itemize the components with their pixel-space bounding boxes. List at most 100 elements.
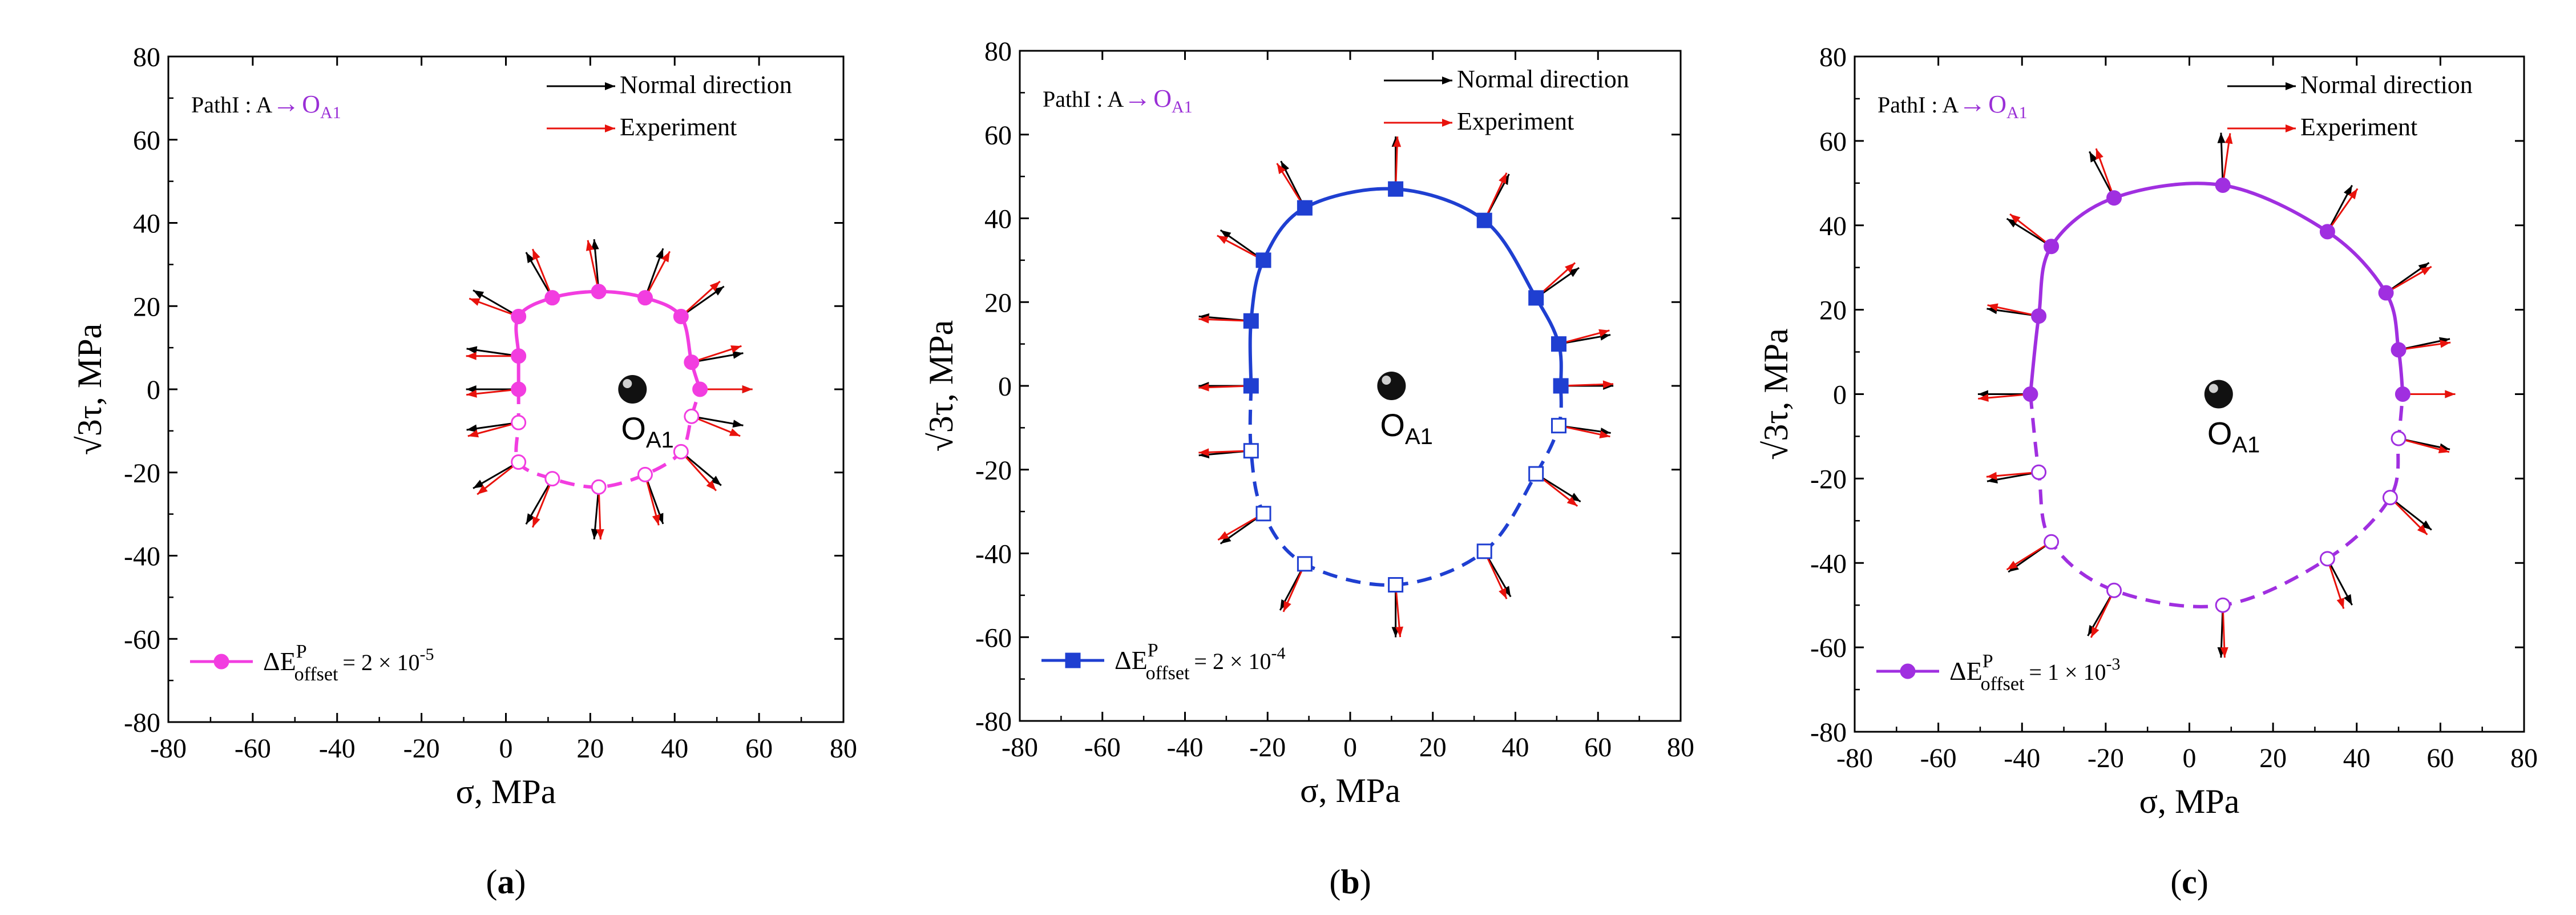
experiment-arrow (2006, 541, 2052, 571)
normal-arrow-head (710, 475, 721, 486)
y-tick-label: -40 (1810, 549, 1847, 579)
normal-arrow-head (1220, 534, 1232, 544)
experiment-arrow (1987, 303, 2039, 317)
legend-sub: offset (294, 664, 338, 685)
y-tick-label: -60 (1810, 633, 1847, 663)
data-point-open (1528, 466, 1544, 482)
x-tick-label: 0 (1343, 732, 1357, 763)
data-point-solid (1297, 200, 1313, 216)
data-point-open (2031, 464, 2047, 480)
experiment-arrow-head (706, 480, 716, 491)
experiment-arrow-head (1217, 235, 1228, 244)
center-label-main: O (1380, 407, 1405, 443)
legend-sub: offset (1981, 674, 2025, 695)
normal-arrow-head (526, 252, 535, 264)
y-axis-label: √3τ, MPa (71, 324, 108, 455)
legend-exponent: -4 (1271, 644, 1286, 663)
data-point-open (673, 444, 689, 459)
normal-arrow-head (2421, 520, 2432, 530)
normal-arrow-head (473, 479, 484, 489)
path-arrow: → (1124, 83, 1151, 113)
center-label-main: O (621, 410, 646, 446)
legend-marker (213, 654, 229, 670)
yield-surface-lower (514, 389, 702, 489)
experiment-arrow (2090, 590, 2115, 638)
experiment-arrow-head (467, 429, 479, 438)
path-annotation: PathI : A→OA1 (1043, 83, 1193, 116)
experiment-arrow-head (466, 389, 477, 398)
experiment-arrow-head (1564, 263, 1576, 273)
data-point-open (2391, 430, 2407, 446)
key-normal-arrow (2227, 82, 2296, 90)
data-point-open (684, 408, 700, 424)
yield-surface-upper (2028, 182, 2405, 394)
path-target: O (1153, 84, 1172, 112)
experiment-arrow-head (652, 514, 660, 526)
data-point-solid (692, 381, 708, 397)
y-tick-label: 20 (984, 288, 1012, 318)
normal-arrow (2327, 558, 2353, 606)
experiment-arrow (467, 421, 519, 438)
normal-arrow (2089, 151, 2115, 199)
path-target: O (302, 90, 320, 118)
x-tick-label: -20 (2088, 743, 2124, 773)
path-target: O (1988, 90, 2006, 118)
y-axis-label: √3τ, MPa (922, 320, 960, 452)
x-tick-label: 0 (2183, 743, 2197, 773)
y-tick-label: -20 (124, 458, 160, 489)
key-experiment-arrow (2227, 124, 2296, 132)
y-tick-label: -20 (975, 456, 1012, 486)
center-ball-highlight (2208, 384, 2218, 393)
experiment-arrow (680, 451, 717, 491)
panel-a: -80 -60 -40 -20 0 20 40 60 80 80 60 40 20 0 -20 -40 -60 -… (71, 42, 857, 901)
center-label-sub: A1 (2232, 433, 2260, 458)
x-tick-label: 60 (1584, 732, 1612, 763)
data-point-solid (2215, 178, 2231, 194)
legend-sup: P (1148, 640, 1158, 661)
y-axis-label: √3τ, MPa (1757, 328, 1795, 459)
key-normal-arrow (1384, 76, 1452, 84)
data-point-solid (2022, 386, 2038, 402)
experiment-arrow (1978, 393, 2031, 402)
panel-b: -80 -60 -40 -20 0 20 40 60 80 80 60 40 20 0 -20 -40 -60 -… (922, 37, 1694, 901)
key-normal-arrow-head (2286, 82, 2296, 90)
path-annotation: PathI : A→OA1 (191, 88, 341, 122)
normal-arrow (525, 252, 554, 299)
normal-arrow (2327, 184, 2353, 232)
experiment-arrow-head (1978, 393, 1989, 402)
panel-label-open: ( (2170, 863, 2182, 901)
data-point-open (591, 479, 607, 495)
x-tick-label: 40 (661, 733, 688, 764)
legend-value: = 1 × 10 (2029, 659, 2106, 685)
experiment-arrow (1198, 315, 1251, 324)
legend-delta: ΔE (1949, 656, 1983, 686)
experiment-arrow (2385, 265, 2432, 294)
data-point-solid (2106, 190, 2122, 206)
normal-arrow-head (526, 513, 535, 525)
experiment-arrow-head (1395, 626, 1404, 638)
experiment-arrow-head (466, 352, 477, 360)
data-point-solid (544, 290, 560, 306)
data-point-open (2215, 597, 2231, 613)
experiment-arrow (2398, 437, 2450, 454)
panel-label-open: ( (1329, 863, 1341, 901)
experiment-arrow-head (742, 385, 753, 393)
path-target-sub: A1 (320, 103, 341, 122)
data-point-open (2106, 582, 2122, 598)
path-arrow: → (1959, 88, 1986, 119)
key-normal-arrow-head (605, 82, 615, 90)
y-tick-label: 60 (984, 120, 1012, 151)
experiment-arrow-head (469, 298, 481, 306)
experiment-arrow-head (729, 428, 741, 436)
x-tick-label: 20 (2259, 743, 2287, 773)
center-label: OA1 (2207, 416, 2260, 458)
yield-surface-upper (514, 289, 702, 390)
data-point-solid (2031, 308, 2047, 324)
normal-arrow (473, 289, 519, 317)
normal-arrow (2389, 497, 2432, 531)
experiment-arrow (586, 240, 600, 292)
panel-c: -80 -60 -40 -20 0 20 40 60 80 80 60 40 20 0 -20 -40 -60 -… (1757, 42, 2538, 901)
y-tick-label: 60 (133, 126, 160, 156)
x-tick-label: -20 (403, 733, 440, 764)
center-ball (618, 375, 647, 404)
